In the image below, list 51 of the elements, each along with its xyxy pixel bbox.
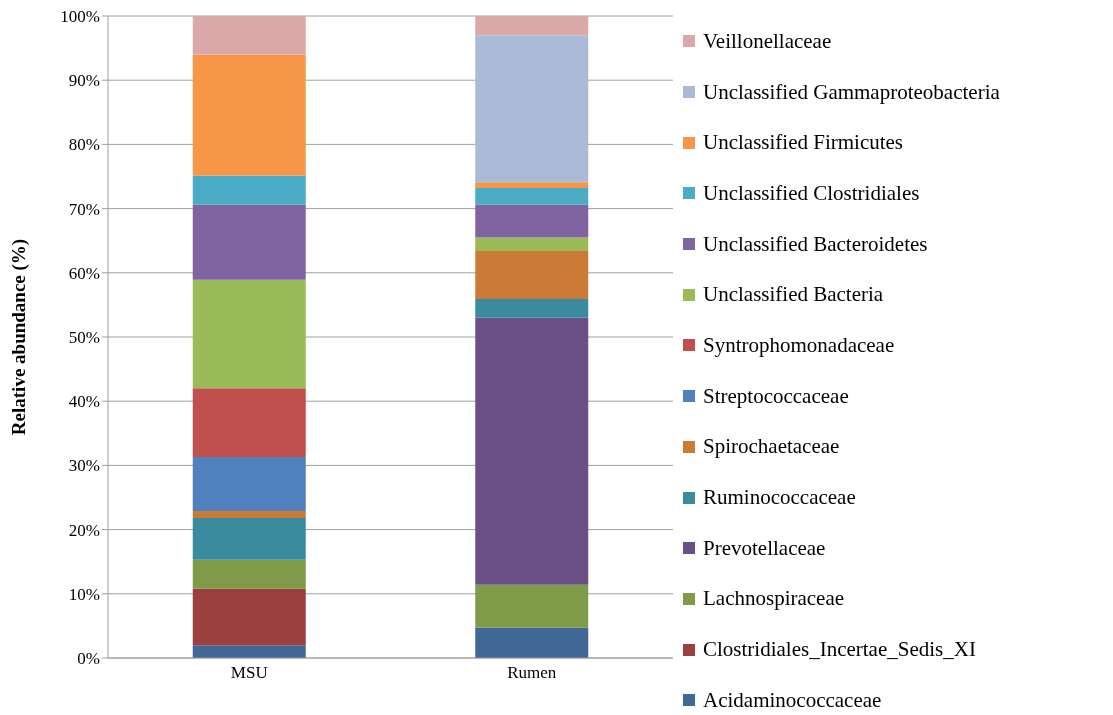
bar — [192, 518, 306, 560]
legend-label: Unclassified Gammaproteobacteria — [703, 79, 1000, 105]
legend-label: Unclassified Clostridiales — [703, 180, 920, 206]
y-tick-label: 40% — [68, 392, 100, 412]
x-tick-label: MSU — [230, 663, 268, 683]
bar — [192, 388, 306, 458]
y-tick-label: 10% — [68, 584, 100, 604]
bar — [475, 35, 589, 183]
y-tick-label: 30% — [68, 456, 100, 476]
bar — [192, 54, 306, 176]
bar — [475, 237, 589, 251]
legend-label: Clostridiales_Incertae_Sedis_XI — [703, 637, 976, 663]
bar — [192, 510, 306, 519]
y-tick-label: 70% — [68, 199, 100, 219]
legend-label: Syntrophomonadaceae — [703, 332, 895, 358]
bar — [475, 182, 589, 189]
bar — [192, 559, 306, 589]
legend-label: Ruminococcaceae — [703, 485, 856, 511]
bar — [475, 627, 589, 658]
y-tick-label: 100% — [60, 7, 100, 27]
bar — [475, 299, 589, 318]
bar — [192, 645, 306, 658]
legend-label: Veillonellaceae — [703, 28, 832, 54]
bar — [192, 204, 306, 280]
legend-label: Acidaminococcaceae — [703, 687, 882, 713]
bar — [475, 584, 589, 628]
y-tick-label: 60% — [68, 263, 100, 283]
bar — [192, 175, 306, 205]
y-tick-label: 80% — [68, 135, 100, 155]
y-tick-label: 90% — [68, 71, 100, 91]
bar — [475, 204, 589, 238]
legend-label: Prevotellaceae — [703, 535, 826, 561]
y-axis-title: Relative abundance (%) — [7, 238, 30, 436]
bar — [192, 588, 306, 646]
legend-label: Streptococcaceae — [703, 383, 849, 409]
x-tick-label: Rumen — [507, 663, 557, 683]
y-tick-label: 0% — [77, 649, 100, 669]
bar — [475, 317, 589, 585]
legend-label: Lachnospiraceae — [703, 586, 845, 612]
bar — [192, 457, 306, 511]
bar — [475, 188, 589, 205]
legend-label: Unclassified Bacteroidetes — [703, 231, 928, 257]
bar — [475, 16, 589, 36]
bar — [475, 250, 589, 300]
legend-label: Spirochaetaceae — [703, 434, 840, 460]
bar — [192, 16, 306, 55]
y-tick-label: 50% — [68, 328, 100, 348]
bar — [192, 279, 306, 389]
legend-label: Unclassified Firmicutes — [703, 130, 904, 156]
legend-label: Unclassified Bacteria — [703, 282, 884, 308]
y-tick-label: 20% — [68, 520, 100, 540]
